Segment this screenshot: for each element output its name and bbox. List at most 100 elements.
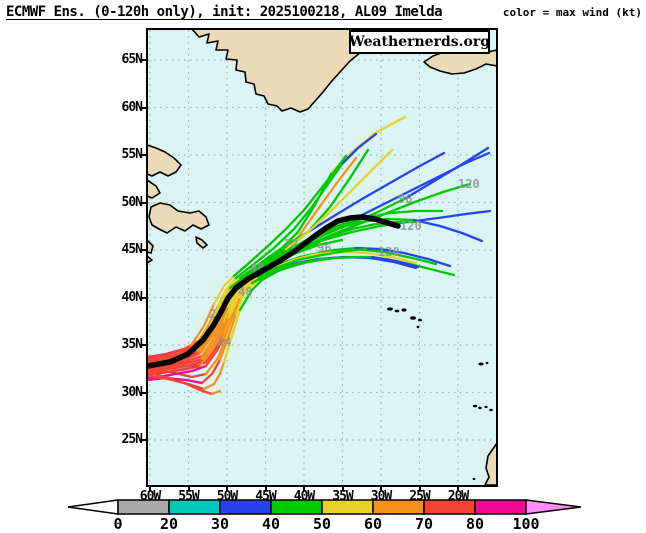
colorbar-left-arrow	[67, 499, 119, 515]
islands	[387, 307, 493, 481]
member-track-segment	[198, 316, 230, 368]
azores-island	[401, 308, 407, 312]
member-track-segment	[412, 218, 484, 243]
lon-tick-mark	[303, 485, 305, 491]
lat-tick-mark	[140, 249, 147, 251]
lat-label: 25N	[121, 432, 143, 447]
hour-label: 120	[400, 219, 422, 233]
member-track-segment	[148, 359, 206, 373]
madeira-island	[478, 362, 484, 366]
lon-tick-mark	[149, 485, 151, 491]
hour-label: 96	[398, 192, 412, 206]
lat-label: 35N	[121, 337, 143, 352]
member-track-segment	[222, 296, 242, 340]
ensemble-member-tracks	[148, 115, 492, 396]
member-track-segment	[370, 255, 420, 269]
colorbar-segment	[423, 499, 476, 515]
member-track-segment	[222, 308, 242, 364]
colorbar-tick-label: 100	[512, 515, 540, 533]
lon-tick-mark	[226, 485, 228, 491]
lon-tick-mark	[341, 485, 344, 491]
latlon-grid	[148, 30, 496, 485]
member-track-segment	[204, 336, 228, 376]
member-track-segment	[250, 255, 374, 285]
member-track-segment	[341, 132, 378, 165]
colorbar-segment	[321, 499, 374, 515]
coast-islet	[195, 236, 208, 249]
member-track-segment	[284, 148, 394, 251]
lat-tick-mark	[140, 439, 147, 441]
lat-label: 50N	[121, 194, 143, 210]
member-track-segment	[148, 357, 204, 371]
member-track-segment	[354, 246, 452, 268]
member-track-segment	[198, 305, 230, 355]
lon-tick-mark	[457, 485, 459, 491]
colorbar-tick-label: 70	[414, 515, 434, 533]
member-track-segment	[356, 151, 491, 219]
colorbar-tick-label: 40	[261, 515, 281, 533]
lat-label: 30N	[121, 384, 143, 400]
lat-tick-mark	[140, 59, 147, 61]
colorbar-segment	[474, 499, 527, 515]
africa-coast	[484, 443, 496, 485]
lat-label: 65N	[121, 52, 143, 67]
labrador-coast	[148, 179, 161, 199]
watermark-text: Weathernerds.org	[349, 34, 490, 50]
colorbar-segment	[219, 499, 272, 515]
lat-tick-mark	[140, 391, 147, 394]
land-masses	[148, 30, 496, 485]
nova-scotia-sliver	[148, 255, 153, 264]
lat-label: 40N	[121, 289, 143, 305]
member-track-segment	[148, 376, 204, 385]
member-track-segment	[234, 281, 254, 316]
colorbar-tick-label: 60	[363, 515, 383, 533]
cape-verde-dot	[472, 477, 476, 481]
azores-island	[418, 318, 422, 322]
member-track-segment	[218, 312, 238, 362]
colorbar-tick-label: 80	[465, 515, 485, 533]
page-title: ECMWF Ens. (0-120h only), init: 20251002…	[6, 4, 443, 20]
canary-island	[484, 405, 488, 409]
colorbar-tick-label: 50	[312, 515, 332, 533]
lon-tick-mark	[187, 485, 190, 491]
member-track-segment	[200, 358, 222, 385]
member-track-segment	[210, 389, 222, 396]
hour-label: 96	[317, 241, 331, 255]
member-track-segment	[238, 275, 260, 300]
newfoundland-island	[148, 202, 210, 234]
member-track-segment	[212, 274, 236, 306]
lat-tick-mark	[140, 106, 147, 109]
labrador-coast	[148, 144, 182, 177]
map-area	[146, 28, 498, 487]
lat-tick-mark	[140, 201, 147, 204]
member-track-segment	[234, 161, 345, 280]
canary-island	[478, 406, 482, 410]
lon-tick-mark	[264, 485, 267, 491]
wind-colorbar	[67, 499, 582, 515]
mean-track-line	[148, 214, 401, 369]
member-track-segment	[204, 336, 226, 368]
lat-label: 45N	[121, 242, 143, 257]
member-track-segment	[406, 209, 492, 224]
member-track-segment	[208, 286, 232, 328]
member-track-segment	[148, 371, 214, 396]
watermark-box: Weathernerds.org	[349, 30, 490, 54]
member-track-segment	[294, 156, 358, 242]
azores-island	[416, 325, 420, 329]
nova-scotia-sliver	[148, 239, 154, 254]
lat-label: 55N	[121, 147, 143, 162]
hour-label: 120	[458, 177, 480, 191]
lat-label: 60N	[121, 99, 143, 115]
canary-island	[489, 408, 493, 412]
colorbar-segment	[270, 499, 323, 515]
member-track-segment	[202, 360, 226, 391]
lat-tick-mark	[140, 296, 147, 299]
colorbar-tick-label: 20	[159, 515, 179, 533]
legend-note: color = max wind (kt)	[502, 6, 642, 19]
member-track-segment	[188, 302, 216, 349]
colorbar-segment	[168, 499, 221, 515]
ensemble-mean-track	[148, 214, 401, 369]
member-track-segment	[148, 342, 200, 360]
